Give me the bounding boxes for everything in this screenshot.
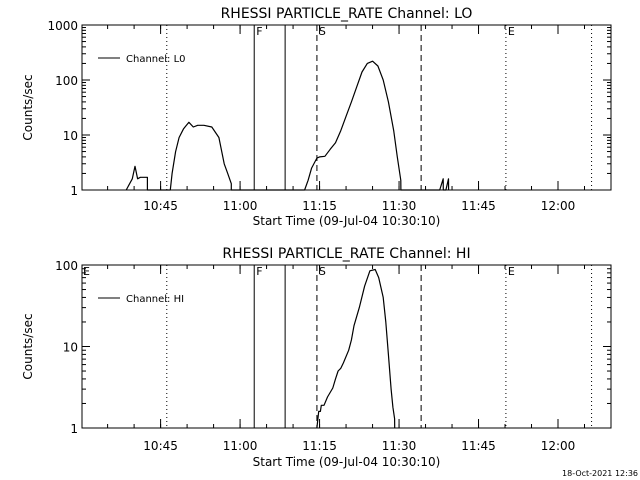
corner-marker-label: E — [83, 265, 90, 278]
x-tick-label: 10:45 — [143, 199, 178, 213]
x-tick-label: 11:45 — [461, 439, 496, 453]
chart-panel-lo: RHESSI PARTICLE_RATE Channel: LO Counts/s… — [21, 6, 612, 228]
x-tick-label: 11:30 — [382, 199, 417, 213]
x-tick-label: 11:00 — [223, 199, 258, 213]
y-tick-label: 1 — [70, 422, 78, 436]
x-tick-label: 12:00 — [541, 199, 576, 213]
x-axis-label: Start Time (09-Jul-04 10:30:10) — [253, 455, 441, 469]
marker-label: E — [508, 25, 515, 38]
x-tick-label: 11:15 — [302, 199, 337, 213]
marker-label: E — [508, 265, 515, 278]
x-tick-label: 11:30 — [382, 439, 417, 453]
y-axis-label: Counts/sec — [21, 313, 35, 379]
x-tick-label: 10:45 — [143, 439, 178, 453]
y-tick-label: 10 — [63, 341, 78, 355]
plot-frame — [81, 264, 612, 429]
legend-label: Channel: L0 — [126, 54, 186, 65]
y-tick-label: 1 — [70, 184, 78, 198]
chart-title: RHESSI PARTICLE_RATE Channel: LO — [221, 6, 473, 22]
x-tick-label: 12:00 — [541, 439, 576, 453]
chart-panel-hi: RHESSI PARTICLE_RATE Channel: HI Counts/s… — [21, 246, 612, 469]
x-axis-label: Start Time (09-Jul-04 10:30:10) — [253, 214, 441, 228]
marker-label: F — [256, 25, 262, 38]
y-tick-label: 100 — [55, 74, 78, 88]
series-line — [125, 60, 450, 191]
y-tick-label: 1000 — [47, 19, 78, 33]
y-tick-label: 100 — [55, 259, 78, 273]
marker-label: S — [319, 265, 326, 278]
footer-timestamp: 18-Oct-2021 12:36 — [562, 469, 638, 478]
marker-label: S — [319, 25, 326, 38]
y-tick-label: 10 — [63, 129, 78, 143]
legend-label: Channel: HI — [126, 294, 184, 305]
x-tick-label: 11:15 — [302, 439, 337, 453]
x-tick-label: 11:45 — [461, 199, 496, 213]
chart-title: RHESSI PARTICLE_RATE Channel: HI — [222, 246, 470, 262]
series-line — [316, 268, 396, 429]
marker-label: F — [256, 265, 262, 278]
x-tick-label: 11:00 — [223, 439, 258, 453]
plot-frame — [81, 24, 612, 191]
y-axis-label: Counts/sec — [21, 74, 35, 140]
